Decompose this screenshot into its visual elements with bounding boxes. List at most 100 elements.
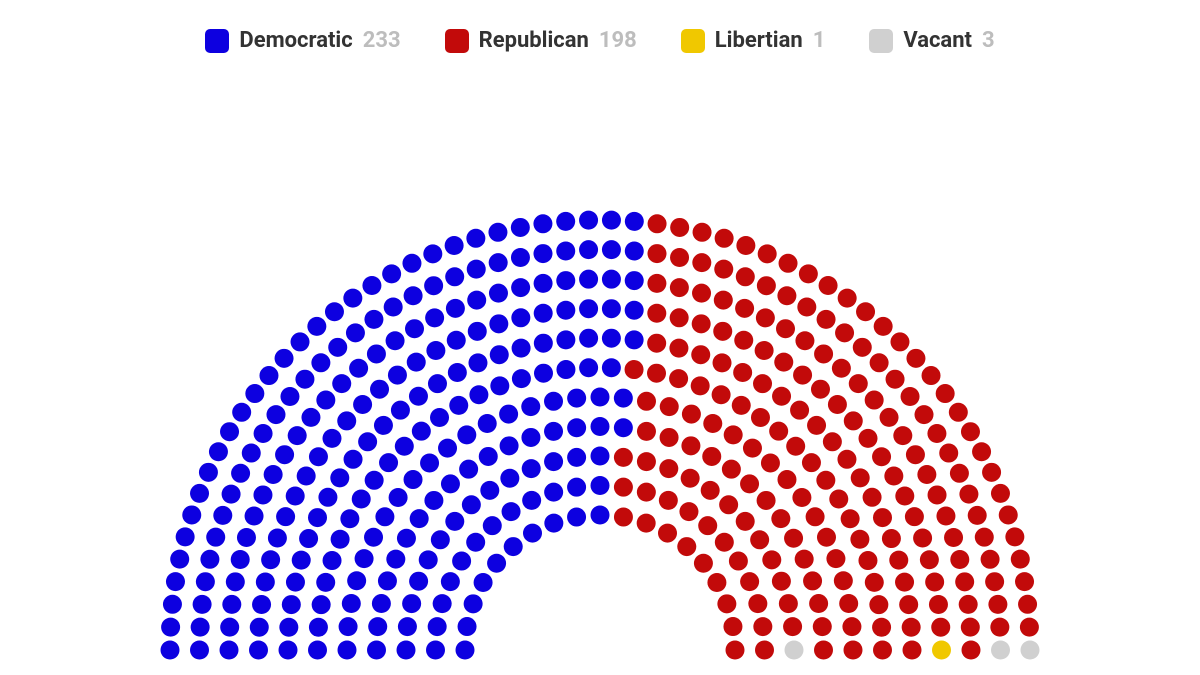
seat-republican: [712, 385, 731, 404]
seat-republican: [748, 594, 767, 613]
seat-democratic: [252, 595, 271, 614]
seat-democratic: [625, 301, 644, 320]
legend-swatch-democratic: [205, 29, 229, 53]
seat-democratic: [433, 594, 452, 613]
seat-republican: [906, 349, 925, 368]
seat-democratic: [409, 387, 428, 406]
seat-democratic: [556, 271, 575, 290]
seat-republican: [732, 396, 751, 415]
seat-democratic: [602, 329, 621, 348]
seat-democratic: [286, 573, 305, 592]
seat-democratic: [441, 474, 460, 493]
seat-republican: [637, 452, 656, 471]
seat-democratic: [312, 595, 331, 614]
seat-democratic: [409, 572, 428, 591]
seat-republican: [814, 641, 833, 660]
seat-republican: [614, 448, 633, 467]
seat-republican: [905, 507, 924, 526]
legend-count-libertarian: 1: [813, 28, 826, 53]
seat-republican: [817, 528, 836, 547]
seat-democratic: [490, 376, 509, 395]
seat-democratic: [419, 550, 438, 569]
seat-republican: [736, 236, 755, 255]
seat-vacant: [785, 641, 804, 660]
seat-democratic: [364, 310, 383, 329]
seat-democratic: [441, 572, 460, 591]
seat-republican: [670, 218, 689, 237]
seat-democratic: [511, 248, 530, 267]
seat-republican: [658, 524, 677, 543]
seat-democratic: [428, 374, 447, 393]
seat-democratic: [474, 573, 493, 592]
seat-democratic: [231, 550, 250, 569]
seat-republican: [859, 429, 878, 448]
seat-republican: [839, 594, 858, 613]
seat-democratic: [420, 454, 439, 473]
seat-democratic: [282, 595, 301, 614]
seat-democratic: [445, 512, 464, 531]
seat-republican: [681, 469, 700, 488]
seat-democratic: [412, 422, 431, 441]
seat-democratic: [386, 550, 405, 569]
seat-democratic: [261, 550, 280, 569]
seat-democratic: [523, 524, 542, 543]
seat-republican: [991, 484, 1010, 503]
parliament-chart: [0, 90, 1200, 675]
seat-republican: [682, 405, 701, 424]
seat-republican: [807, 416, 826, 435]
seat-democratic: [286, 486, 305, 505]
seat-democratic: [331, 530, 350, 549]
seat-democratic: [291, 332, 310, 351]
seat-democratic: [567, 418, 586, 437]
seat-republican: [895, 573, 914, 592]
seat-democratic: [579, 240, 598, 259]
seat-republican: [669, 339, 688, 358]
seat-democratic: [426, 341, 445, 360]
seat-republican: [922, 366, 941, 385]
seat-republican: [753, 374, 772, 393]
seat-republican: [692, 314, 711, 333]
seat-republican: [920, 550, 939, 569]
seat-republican: [936, 384, 955, 403]
seat-republican: [647, 304, 666, 323]
seat-republican: [850, 530, 869, 549]
seat-republican: [870, 353, 889, 372]
legend-item-libertarian: Libertian1: [681, 28, 826, 53]
seat-republican: [959, 485, 978, 504]
seat-democratic: [330, 468, 349, 487]
seat-republican: [819, 276, 838, 295]
seat-republican: [828, 395, 847, 414]
seat-democratic: [332, 374, 351, 393]
seat-democratic: [292, 551, 311, 570]
seat-republican: [647, 364, 666, 383]
legend-count-vacant: 3: [982, 28, 995, 53]
seat-democratic: [445, 267, 464, 286]
seat-democratic: [398, 617, 417, 636]
seat-democratic: [410, 509, 429, 528]
seat-democratic: [458, 617, 477, 636]
seat-democratic: [534, 334, 553, 353]
seat-republican: [955, 572, 974, 591]
seat-democratic: [591, 476, 610, 495]
seat-democratic: [375, 507, 394, 526]
seat-democratic: [307, 317, 326, 336]
seat-democratic: [309, 447, 328, 466]
seat-democratic: [468, 322, 487, 341]
seat-democratic: [464, 594, 483, 613]
seat-democratic: [425, 308, 444, 327]
seat-democratic: [544, 392, 563, 411]
seat-democratic: [308, 641, 327, 660]
seat-democratic: [388, 366, 407, 385]
seat-republican: [692, 253, 711, 272]
chart-container: Democratic233Republican198Libertian1Vaca…: [0, 0, 1200, 675]
legend-swatch-libertarian: [681, 29, 705, 53]
seat-republican: [625, 360, 644, 379]
legend-swatch-vacant: [869, 29, 893, 53]
seat-republican: [719, 495, 738, 514]
seat-democratic: [206, 528, 225, 547]
seat-republican: [701, 481, 720, 500]
seat-democratic: [487, 554, 506, 573]
seat-democratic: [276, 507, 295, 526]
seat-republican: [856, 302, 875, 321]
seat-republican: [826, 549, 845, 568]
